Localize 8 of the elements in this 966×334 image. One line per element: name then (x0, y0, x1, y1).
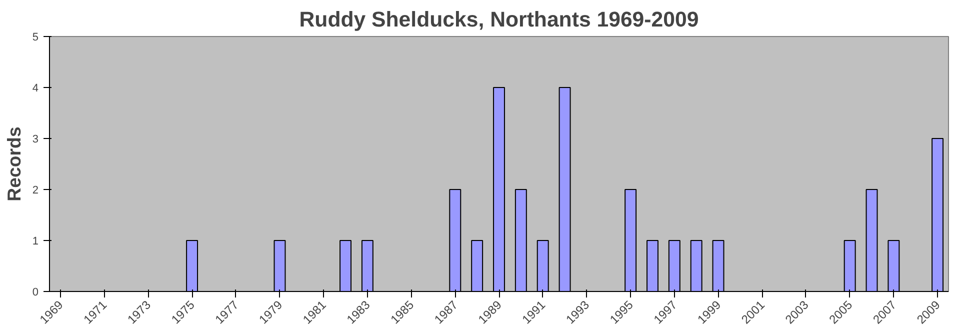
y-tick-label: 2 (32, 184, 39, 196)
y-tick-label: 5 (32, 32, 39, 44)
y-tick-label: 0 (32, 286, 39, 298)
y-tick-label: 4 (32, 82, 39, 94)
chart-title: Ruddy Shelducks, Northants 1969-2009 (299, 8, 699, 32)
y-axis-title: Records (3, 126, 24, 202)
y-tick-label: 1 (32, 236, 39, 248)
y-tick-label: 3 (32, 134, 39, 146)
